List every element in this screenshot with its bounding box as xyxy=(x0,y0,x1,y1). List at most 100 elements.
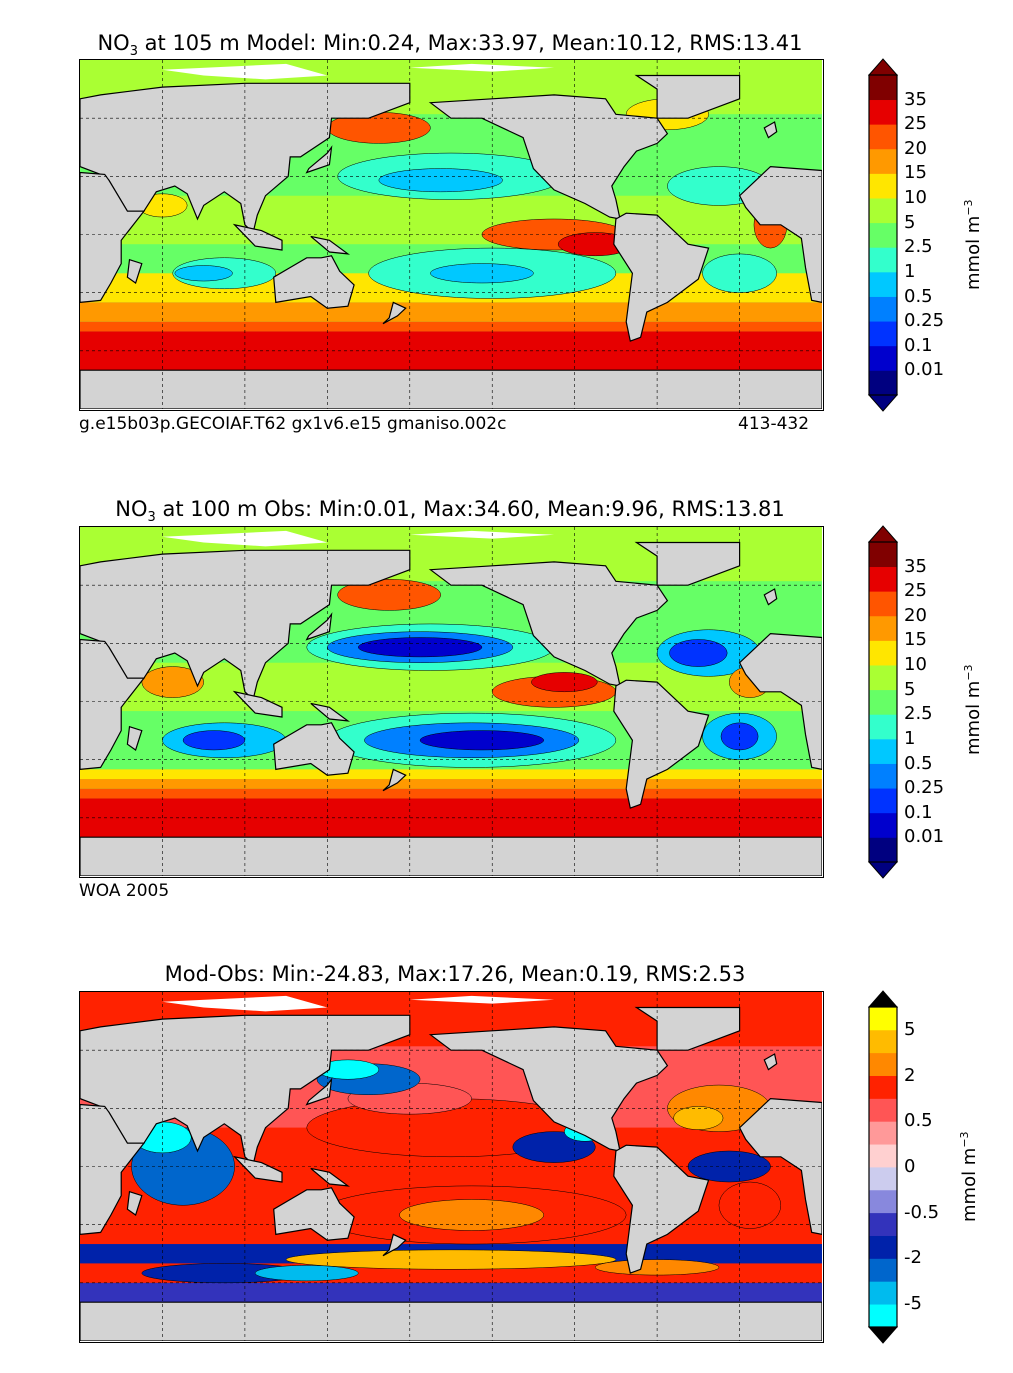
colorbar-swatch xyxy=(869,640,897,666)
panel-model-map xyxy=(79,59,824,411)
colorbar-swatch xyxy=(869,198,897,224)
field-anomaly xyxy=(531,672,598,693)
panel-diff-colorbar-unit: mmol m−3 xyxy=(958,1131,980,1222)
field-anomaly xyxy=(141,666,204,698)
field-anomaly xyxy=(718,1181,782,1229)
colorbar-swatch xyxy=(869,837,897,863)
colorbar-frame xyxy=(868,74,898,396)
sea-ice xyxy=(162,530,328,547)
land-new-guinea xyxy=(310,1167,351,1187)
colorbar-swatch xyxy=(869,148,897,174)
field-anomaly xyxy=(673,1106,724,1130)
panel-diff-colorbar xyxy=(867,990,899,1344)
field-anomaly xyxy=(430,263,534,284)
colorbar-swatch xyxy=(869,763,897,789)
colorbar-extend-max xyxy=(867,58,899,76)
colorbar-swatch xyxy=(869,615,897,641)
colorbar-swatch xyxy=(869,1304,897,1328)
panel-obs-colorbar-unit: mmol m−3 xyxy=(962,664,984,755)
field-anomaly xyxy=(378,168,503,193)
field-anomaly xyxy=(419,730,544,751)
colorbar-swatch xyxy=(869,1029,897,1054)
colorbar-tick-label: 5 xyxy=(904,1018,916,1040)
colorbar-swatch xyxy=(869,1212,897,1236)
land-antarctica xyxy=(80,836,822,876)
land-north-america xyxy=(428,561,669,687)
panel-obs-source-label: WOA 2005 xyxy=(79,881,170,901)
land-uk xyxy=(763,1053,778,1071)
panel-obs-title: NO3 at 100 m Obs: Min:0.01, Max:34.60, M… xyxy=(115,497,785,526)
panel-model-case-label: g.e15b03p.GECOIAF.T62 gx1v6.e15 gmaniso.… xyxy=(79,414,507,434)
colorbar-extend-max xyxy=(867,990,899,1008)
land-uk xyxy=(763,588,778,606)
field-anomaly xyxy=(358,637,483,658)
colorbar-tick-label: 0.01 xyxy=(904,359,945,381)
colorbar-tick-label: 1 xyxy=(904,727,916,749)
land-north-america xyxy=(428,94,669,220)
colorbar-tick-label: 0 xyxy=(904,1156,916,1177)
land-indonesia xyxy=(232,223,283,251)
sea-ice xyxy=(409,63,555,72)
colorbar-tick-label: 35 xyxy=(904,88,927,110)
land-nz xyxy=(382,301,407,325)
colorbar-swatch xyxy=(869,1235,897,1259)
panel-model-colorbar xyxy=(867,58,899,412)
sea-ice xyxy=(409,530,555,539)
colorbar-tick-label: 15 xyxy=(904,162,927,184)
colorbar-extend-min xyxy=(867,1326,899,1344)
land-africa-west xyxy=(738,632,822,771)
colorbar-swatch xyxy=(869,1189,897,1214)
land-new-guinea xyxy=(310,235,351,255)
zonal-band xyxy=(80,788,822,799)
sea-ice xyxy=(409,995,555,1004)
colorbar-swatch xyxy=(869,124,897,150)
colorbar-swatch xyxy=(869,1258,897,1282)
colorbar-swatch xyxy=(869,591,897,617)
colorbar-frame xyxy=(868,541,898,863)
colorbar-swatch xyxy=(869,370,897,396)
colorbar-tick-label: 20 xyxy=(904,604,927,626)
land-antarctica xyxy=(80,369,822,409)
land-uk xyxy=(763,121,778,139)
colorbar-extend-max xyxy=(867,525,899,543)
colorbar-tick-label: 5 xyxy=(904,678,916,700)
colorbar-swatch xyxy=(869,222,897,248)
panel-model-title: NO3 at 105 m Model: Min:0.24, Max:33.97,… xyxy=(97,31,803,60)
land-africa xyxy=(80,171,146,304)
colorbar-extend-min xyxy=(867,861,899,879)
land-africa-west xyxy=(738,1097,822,1236)
colorbar-tick-label: 2.5 xyxy=(904,236,933,258)
land-japan xyxy=(305,145,333,174)
colorbar-tick-label: -2 xyxy=(904,1247,922,1269)
panel-model-colorbar-unit: mmol m−3 xyxy=(962,199,984,290)
colorbar-swatch xyxy=(869,566,897,592)
land-australia xyxy=(273,722,355,776)
colorbar-tick-label: 0.1 xyxy=(904,334,933,356)
colorbar-swatch xyxy=(869,296,897,322)
panel-diff-map xyxy=(79,991,824,1343)
colorbar-tick-label: 5 xyxy=(904,211,916,233)
zonal-band xyxy=(80,302,822,322)
field-anomaly xyxy=(669,639,728,667)
colorbar-tick-label: 25 xyxy=(904,113,927,135)
field-anomaly xyxy=(285,1249,617,1270)
field-anomaly xyxy=(182,730,246,751)
land-japan xyxy=(305,1077,333,1106)
colorbar-tick-label: 10 xyxy=(904,187,927,209)
colorbar-tick-label: 0.25 xyxy=(904,310,945,332)
land-africa xyxy=(80,638,146,771)
colorbar-tick-label: 10 xyxy=(904,654,927,676)
colorbar-tick-label: 0.5 xyxy=(904,1110,933,1132)
land-australia xyxy=(273,255,355,309)
colorbar-swatch xyxy=(869,99,897,125)
colorbar-swatch xyxy=(869,1144,897,1168)
field-anomaly xyxy=(337,579,441,611)
colorbar-tick-label: 15 xyxy=(904,629,927,651)
colorbar-tick-label: 0.25 xyxy=(904,777,945,799)
sea-ice xyxy=(162,63,328,80)
colorbar-swatch xyxy=(869,542,897,568)
panel-diff-title: Mod-Obs: Min:-24.83, Max:17.26, Mean:0.1… xyxy=(164,962,746,986)
colorbar-swatch xyxy=(869,1281,897,1305)
colorbar-tick-label: 0.5 xyxy=(904,752,933,774)
zonal-band xyxy=(80,769,822,780)
